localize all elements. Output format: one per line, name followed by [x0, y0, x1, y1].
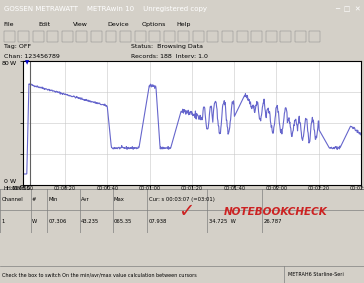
Text: Options: Options — [142, 22, 166, 27]
FancyBboxPatch shape — [4, 31, 15, 42]
Text: 00:01:00: 00:01:00 — [139, 186, 161, 191]
Text: GOSSEN METRAWATT    METRAwin 10    Unregistered copy: GOSSEN METRAWATT METRAwin 10 Unregistere… — [4, 6, 207, 12]
FancyBboxPatch shape — [18, 31, 29, 42]
Text: 80: 80 — [2, 61, 9, 66]
Text: 00:02:40: 00:02:40 — [350, 186, 364, 191]
FancyBboxPatch shape — [222, 31, 233, 42]
FancyBboxPatch shape — [106, 31, 116, 42]
Text: Edit: Edit — [38, 22, 50, 27]
Text: 00:01:20: 00:01:20 — [181, 186, 203, 191]
FancyBboxPatch shape — [62, 31, 73, 42]
Text: Chan: 123456789: Chan: 123456789 — [4, 54, 60, 59]
Text: W: W — [10, 61, 16, 66]
Text: Max: Max — [114, 197, 125, 202]
Text: 00:00:20: 00:00:20 — [54, 186, 76, 191]
Text: Min: Min — [48, 197, 58, 202]
Text: Channel: Channel — [2, 197, 24, 202]
Text: NOTEBOOKCHECK: NOTEBOOKCHECK — [223, 207, 327, 216]
Text: 00:02:00: 00:02:00 — [265, 186, 288, 191]
Text: Device: Device — [107, 22, 129, 27]
Text: W: W — [10, 179, 16, 184]
Text: ✓: ✓ — [178, 202, 194, 221]
Text: ▼: ▼ — [25, 60, 29, 65]
FancyBboxPatch shape — [76, 31, 87, 42]
FancyBboxPatch shape — [295, 31, 306, 42]
FancyBboxPatch shape — [164, 31, 175, 42]
Text: 1: 1 — [2, 219, 5, 224]
Text: 00:01:40: 00:01:40 — [223, 186, 245, 191]
Text: 065.35: 065.35 — [114, 219, 132, 224]
Text: ─  □  ✕: ─ □ ✕ — [335, 6, 361, 12]
FancyBboxPatch shape — [309, 31, 320, 42]
Text: 07.938: 07.938 — [149, 219, 167, 224]
FancyBboxPatch shape — [266, 31, 277, 42]
FancyBboxPatch shape — [91, 31, 102, 42]
Text: Avr: Avr — [81, 197, 90, 202]
FancyBboxPatch shape — [149, 31, 160, 42]
FancyBboxPatch shape — [178, 31, 189, 42]
FancyBboxPatch shape — [120, 31, 131, 42]
Text: Tag: OFF: Tag: OFF — [4, 44, 31, 50]
FancyBboxPatch shape — [280, 31, 291, 42]
FancyBboxPatch shape — [207, 31, 218, 42]
Text: Check the box to switch On the min/avr/max value calculation between cursors: Check the box to switch On the min/avr/m… — [2, 272, 197, 277]
Text: W: W — [32, 219, 37, 224]
FancyBboxPatch shape — [47, 31, 58, 42]
Text: 00:00:40: 00:00:40 — [96, 186, 118, 191]
Text: #: # — [32, 197, 36, 202]
Text: 26.787: 26.787 — [263, 219, 282, 224]
Text: Help: Help — [177, 22, 191, 27]
FancyBboxPatch shape — [237, 31, 248, 42]
Text: HH:MM:SS: HH:MM:SS — [4, 186, 31, 191]
Text: 0: 0 — [4, 179, 8, 184]
FancyBboxPatch shape — [33, 31, 44, 42]
Text: 00:00:00: 00:00:00 — [12, 186, 33, 191]
Text: Cur: s 00:03:07 (=03:01): Cur: s 00:03:07 (=03:01) — [149, 197, 214, 202]
Text: 43.235: 43.235 — [81, 219, 99, 224]
FancyBboxPatch shape — [251, 31, 262, 42]
Text: METRAH6 Starline-Seri: METRAH6 Starline-Seri — [288, 272, 343, 277]
Text: View: View — [73, 22, 88, 27]
FancyBboxPatch shape — [135, 31, 146, 42]
Text: 07.306: 07.306 — [48, 219, 67, 224]
Text: Status:  Browsing Data: Status: Browsing Data — [131, 44, 203, 50]
Text: 34.725  W: 34.725 W — [209, 219, 236, 224]
Text: File: File — [4, 22, 14, 27]
FancyBboxPatch shape — [193, 31, 204, 42]
Text: Records: 188  Interv: 1.0: Records: 188 Interv: 1.0 — [131, 54, 208, 59]
Text: 00:02:20: 00:02:20 — [308, 186, 330, 191]
